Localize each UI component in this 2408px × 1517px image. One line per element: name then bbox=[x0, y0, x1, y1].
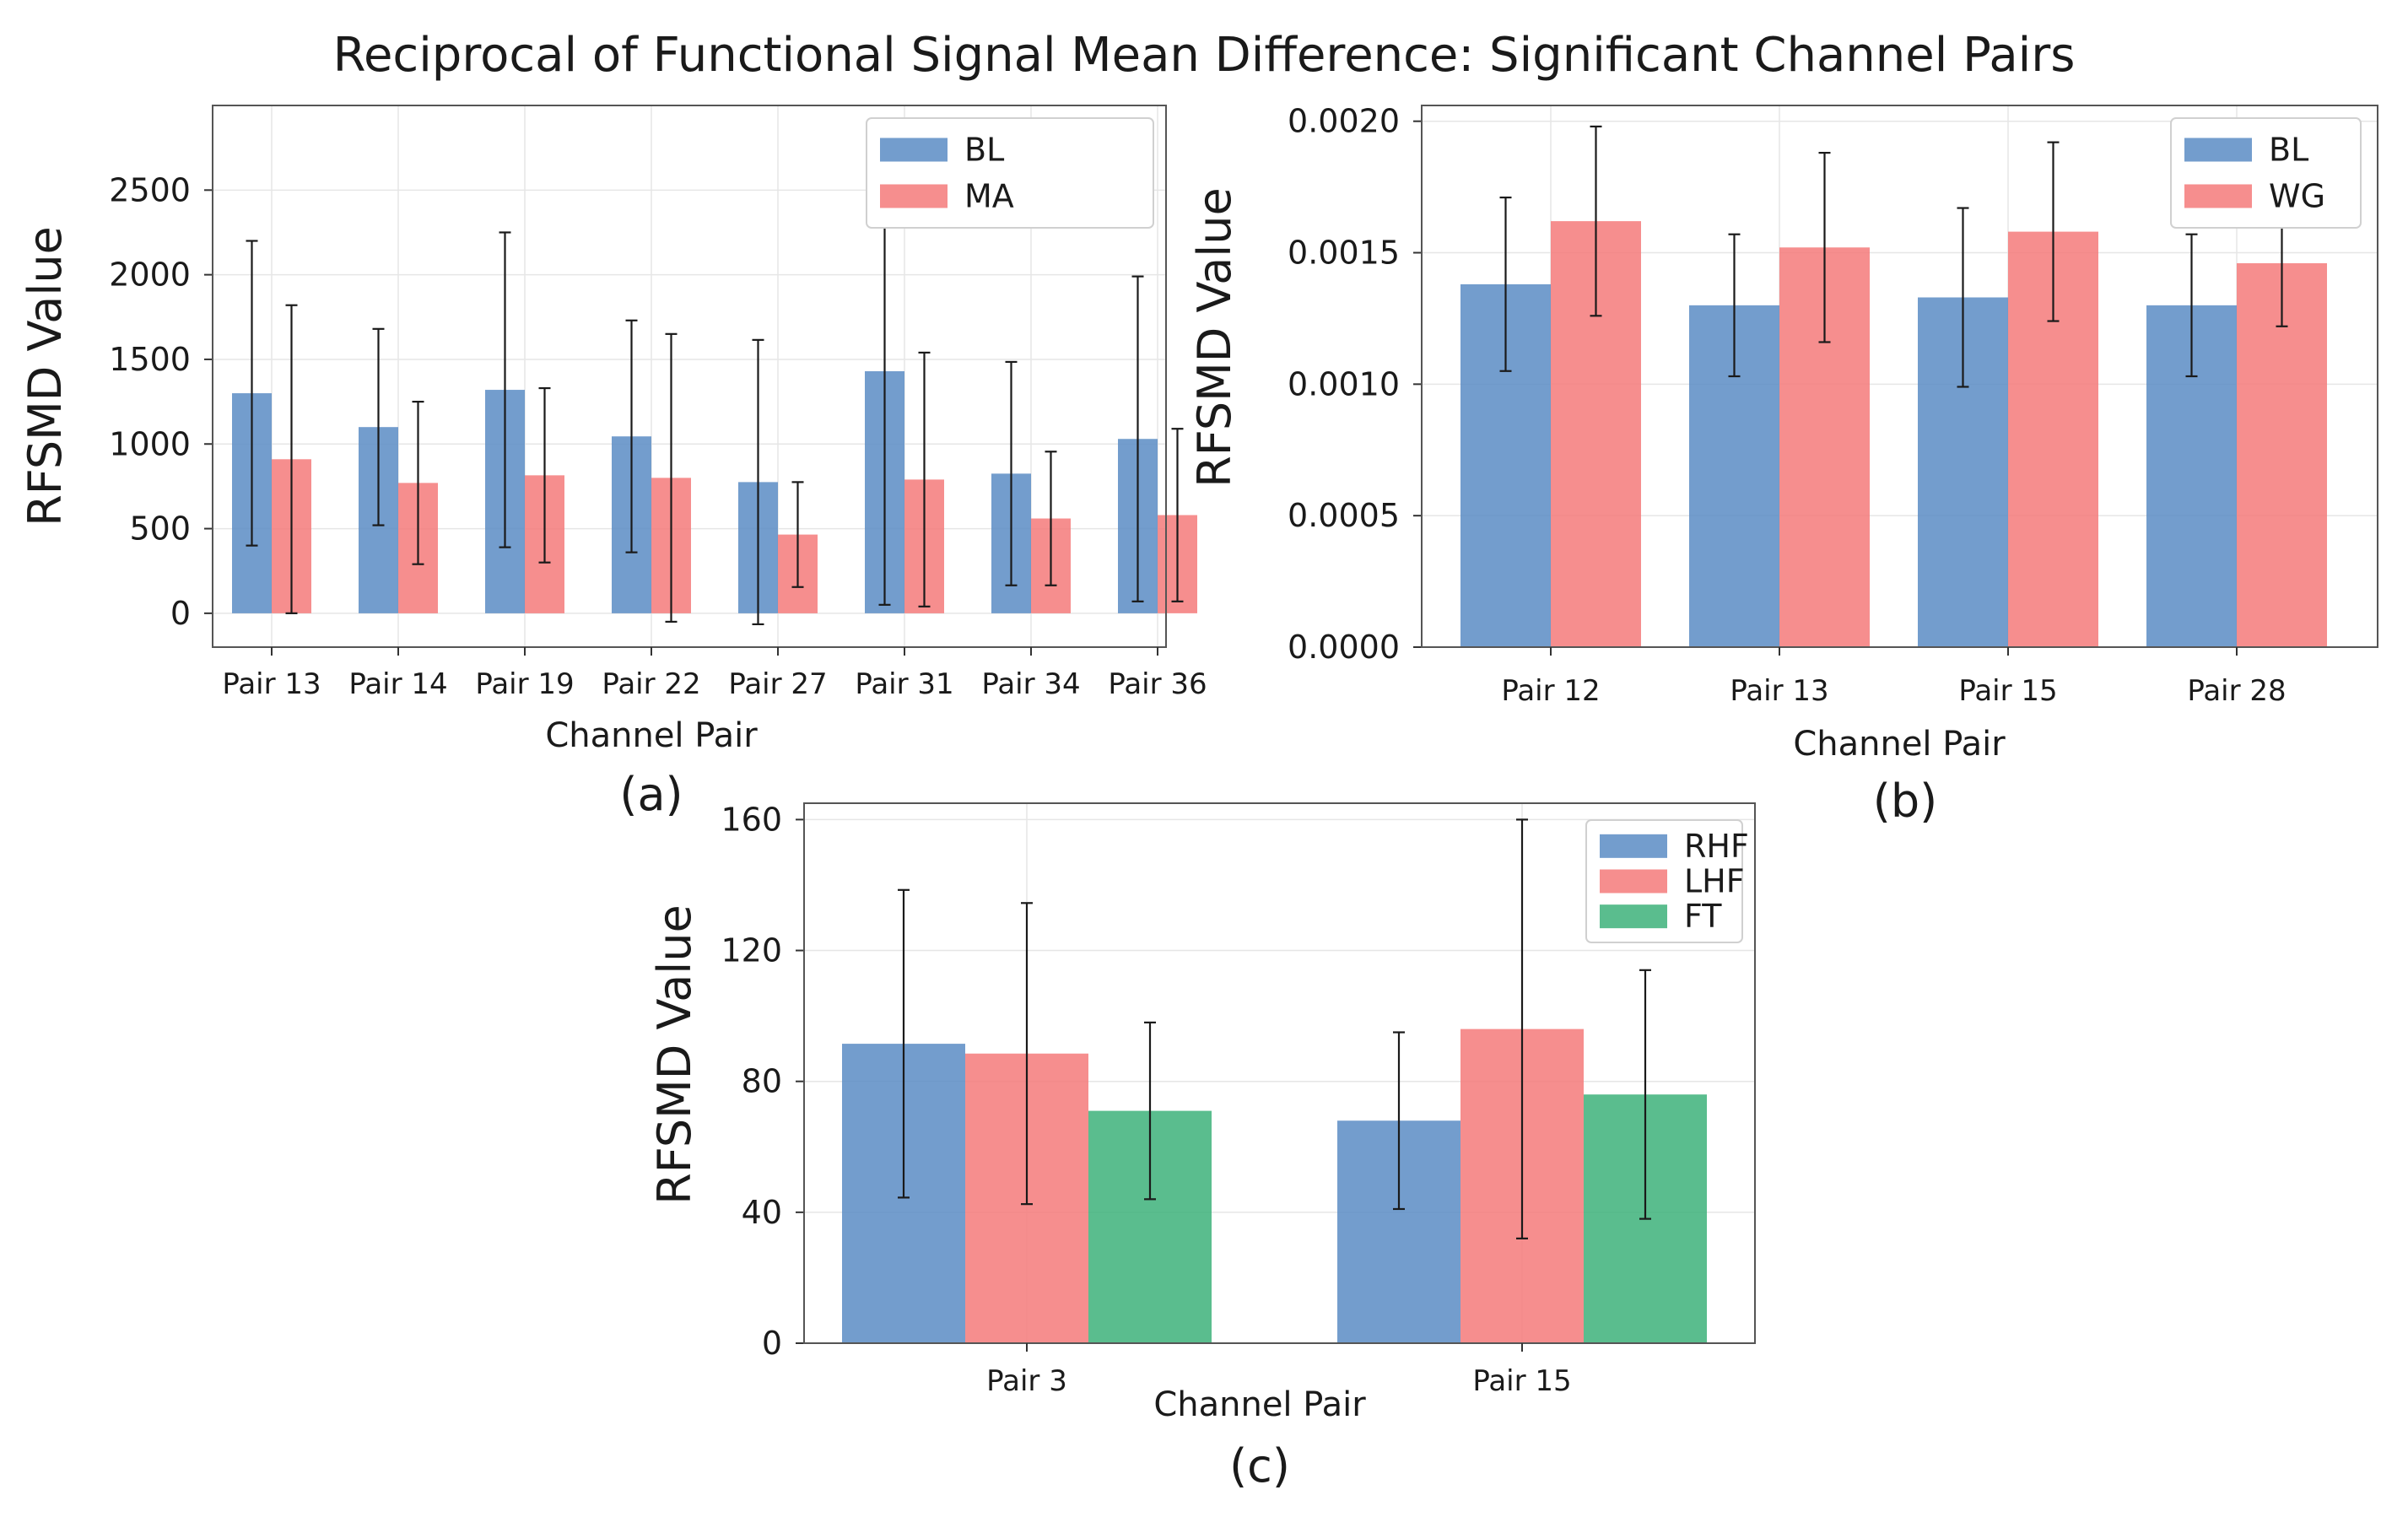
xtick-label-b: Pair 12 bbox=[1501, 674, 1600, 708]
legend-swatch-lhf bbox=[1600, 869, 1667, 893]
ytick-label-c: 160 bbox=[721, 801, 782, 838]
xtick-label-c: Pair 15 bbox=[1472, 1364, 1571, 1398]
x-axis-label-b: Channel Pair bbox=[1793, 725, 2006, 764]
ytick-label-c: 80 bbox=[742, 1063, 782, 1100]
panel-label-b: (b) bbox=[1873, 775, 1937, 828]
ytick-label-b: 0.0005 bbox=[1288, 497, 1400, 534]
panel-a: 0 500 1000 1500 2000 2500 Pair 13 Pair 14 Pair 1… bbox=[19, 105, 1207, 821]
ytick-label-a: 1000 bbox=[109, 425, 191, 462]
legend-label-ma: MA bbox=[964, 178, 1014, 215]
legend-swatch-bl bbox=[2184, 138, 2252, 162]
plot-frame-c bbox=[803, 802, 1756, 1344]
legend-swatch-ft bbox=[1600, 904, 1667, 929]
xtick-label-a: Pair 14 bbox=[348, 667, 447, 701]
xtick-label-a: Pair 31 bbox=[855, 667, 953, 701]
ytick-label-a: 500 bbox=[129, 510, 191, 548]
panel-label-a: (a) bbox=[619, 768, 683, 821]
ytick-label-c: 0 bbox=[762, 1325, 782, 1362]
ytick-label-b: 0.0015 bbox=[1288, 235, 1400, 272]
xtick-label-b: Pair 15 bbox=[1958, 674, 2057, 708]
panel-c: 0 40 80 120 160 Pair 3 Pair 15 Channel Pair RFSM… bbox=[648, 801, 1756, 1493]
ytick-label-a: 0 bbox=[170, 595, 191, 632]
plot-frame-a bbox=[212, 105, 1167, 648]
legend-label-bl: BL bbox=[964, 132, 1004, 169]
plot-frame-b bbox=[1421, 105, 2378, 648]
ytick-label-b: 0.0000 bbox=[1288, 629, 1400, 666]
ytick-label-c: 120 bbox=[721, 932, 782, 969]
legend-label-bl: BL bbox=[2269, 132, 2308, 169]
xtick-label-a: Pair 19 bbox=[475, 667, 574, 701]
xtick-label-b: Pair 28 bbox=[2187, 674, 2286, 708]
xtick-label-a: Pair 27 bbox=[728, 667, 827, 701]
legend-b bbox=[2170, 117, 2362, 229]
legend-swatch-ma bbox=[880, 184, 948, 208]
xtick-label-a: Pair 22 bbox=[602, 667, 700, 701]
legend-swatch-bl bbox=[880, 138, 948, 162]
panel-b: 0.0000 0.0005 0.0010 0.0015 0.0020 Pair 12 Pai… bbox=[1188, 103, 2378, 828]
xtick-label-a: Pair 36 bbox=[1108, 667, 1207, 701]
x-axis-label-c: Channel Pair bbox=[1153, 1385, 1366, 1424]
xtick-label-a: Pair 13 bbox=[222, 667, 321, 701]
panel-label-c: (c) bbox=[1229, 1439, 1290, 1493]
xtick-label-b: Pair 13 bbox=[1730, 674, 1828, 708]
legend-label-ft: FT bbox=[1684, 898, 1722, 935]
ytick-label-a: 2500 bbox=[109, 171, 191, 208]
ytick-label-b: 0.0020 bbox=[1288, 103, 1400, 140]
ytick-label-c: 40 bbox=[742, 1194, 782, 1231]
y-axis-label-c: RFSMD Value bbox=[648, 904, 701, 1205]
legend-swatch-rhf bbox=[1600, 834, 1667, 858]
legend-label-lhf: LHF bbox=[1684, 863, 1745, 900]
xtick-label-c: Pair 3 bbox=[986, 1364, 1067, 1398]
xtick-label-a: Pair 34 bbox=[981, 667, 1080, 701]
x-axis-label-a: Channel Pair bbox=[545, 716, 758, 755]
legend-label-rhf: RHF bbox=[1684, 828, 1749, 865]
y-axis-label-b: RFSMD Value bbox=[1188, 187, 1241, 488]
y-axis-label-a: RFSMD Value bbox=[19, 226, 72, 526]
ytick-label-a: 1500 bbox=[109, 341, 191, 378]
legend-label-wg: WG bbox=[2269, 178, 2325, 215]
ytick-label-a: 2000 bbox=[109, 256, 191, 294]
figure-title: Reciprocal of Functional Signal Mean Dif… bbox=[333, 28, 2076, 83]
legend-swatch-wg bbox=[2184, 184, 2252, 208]
ytick-label-b: 0.0010 bbox=[1288, 365, 1400, 402]
